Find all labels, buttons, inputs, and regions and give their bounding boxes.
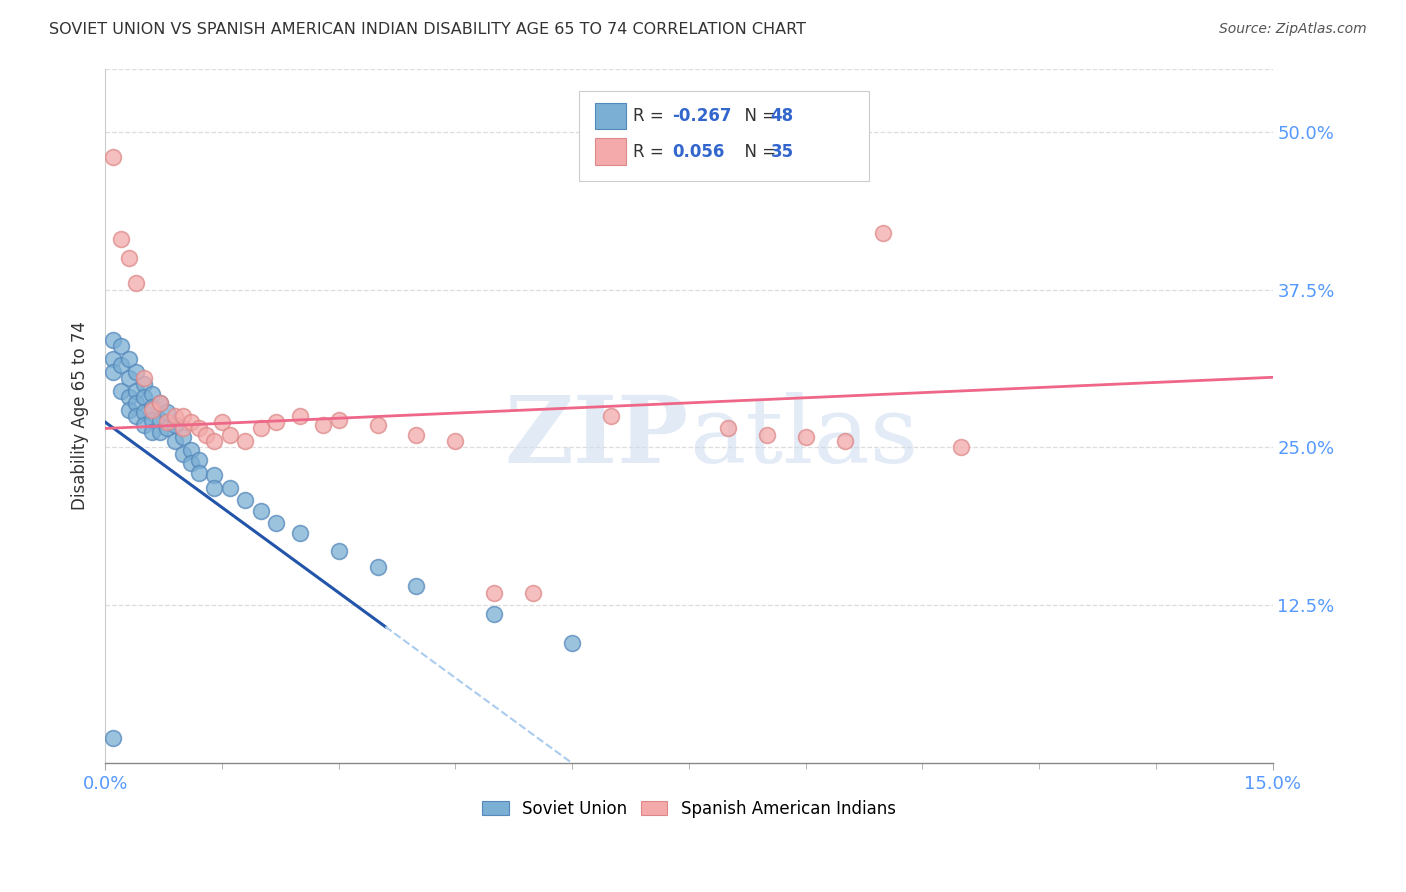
Legend: Soviet Union, Spanish American Indians: Soviet Union, Spanish American Indians: [475, 793, 903, 824]
Point: [180, 415, 202, 429]
Point: [834, 434, 856, 448]
Point: [134, 377, 156, 392]
Point: [101, 150, 124, 164]
Point: [117, 402, 139, 417]
Point: [172, 430, 194, 444]
Point: [125, 396, 148, 410]
Point: [187, 421, 209, 435]
Point: [117, 371, 139, 385]
Point: [202, 434, 225, 448]
Point: [250, 503, 273, 517]
Point: [211, 415, 233, 429]
Text: R =: R =: [633, 107, 669, 125]
Point: [149, 425, 172, 440]
Point: [367, 417, 389, 432]
Point: [187, 466, 209, 480]
Point: [117, 390, 139, 404]
Point: [187, 453, 209, 467]
Text: 35: 35: [770, 143, 793, 161]
Point: [266, 415, 288, 429]
Point: [141, 412, 163, 426]
Point: [141, 425, 163, 440]
Point: [172, 409, 194, 423]
Point: [149, 396, 172, 410]
Point: [156, 405, 179, 419]
Point: [218, 427, 240, 442]
Point: [149, 412, 172, 426]
Point: [717, 421, 740, 435]
Point: [134, 371, 156, 385]
Point: [484, 607, 506, 621]
Point: [172, 421, 194, 435]
Point: [101, 731, 124, 745]
Point: [165, 417, 187, 432]
Point: [134, 417, 156, 432]
Text: N =: N =: [734, 143, 782, 161]
Y-axis label: Disability Age 65 to 74: Disability Age 65 to 74: [72, 321, 89, 510]
Point: [266, 516, 288, 531]
Point: [328, 544, 350, 558]
Point: [125, 384, 148, 398]
Point: [522, 585, 544, 599]
Text: -0.267: -0.267: [672, 107, 731, 125]
Point: [561, 636, 583, 650]
Point: [367, 560, 389, 574]
Point: [600, 409, 623, 423]
Point: [202, 468, 225, 483]
Point: [117, 351, 139, 366]
Point: [250, 421, 273, 435]
Point: [218, 481, 240, 495]
Point: [794, 430, 817, 444]
Point: [125, 365, 148, 379]
Point: [125, 409, 148, 423]
Point: [950, 441, 973, 455]
Point: [288, 526, 311, 541]
Point: [180, 456, 202, 470]
Point: [172, 447, 194, 461]
Point: [156, 421, 179, 435]
Point: [233, 434, 256, 448]
Point: [134, 390, 156, 404]
Text: N =: N =: [734, 107, 782, 125]
Point: [149, 396, 172, 410]
Point: [141, 400, 163, 414]
Point: [110, 339, 132, 353]
Text: ZIP: ZIP: [505, 392, 689, 482]
Text: R =: R =: [633, 143, 669, 161]
Point: [405, 579, 427, 593]
Point: [328, 412, 350, 426]
Point: [141, 402, 163, 417]
Point: [110, 359, 132, 373]
Point: [165, 434, 187, 448]
Point: [156, 415, 179, 429]
Point: [101, 365, 124, 379]
Point: [195, 427, 218, 442]
Point: [101, 333, 124, 347]
Point: [110, 384, 132, 398]
Point: [233, 493, 256, 508]
Text: 48: 48: [770, 107, 793, 125]
Point: [288, 409, 311, 423]
Point: [180, 442, 202, 457]
Point: [101, 351, 124, 366]
Point: [110, 232, 132, 246]
Point: [872, 226, 894, 240]
Point: [405, 427, 427, 442]
Point: [125, 277, 148, 291]
Point: [484, 585, 506, 599]
Text: 0.056: 0.056: [672, 143, 724, 161]
Point: [312, 417, 335, 432]
Point: [134, 405, 156, 419]
Text: SOVIET UNION VS SPANISH AMERICAN INDIAN DISABILITY AGE 65 TO 74 CORRELATION CHAR: SOVIET UNION VS SPANISH AMERICAN INDIAN …: [49, 22, 806, 37]
Point: [141, 387, 163, 401]
Point: [755, 427, 778, 442]
Point: [117, 251, 139, 265]
Text: atlas: atlas: [689, 392, 918, 482]
Text: Source: ZipAtlas.com: Source: ZipAtlas.com: [1219, 22, 1367, 37]
Point: [165, 409, 187, 423]
Point: [202, 481, 225, 495]
Point: [444, 434, 467, 448]
